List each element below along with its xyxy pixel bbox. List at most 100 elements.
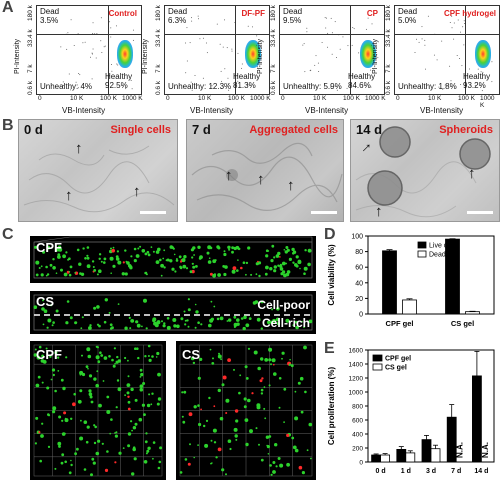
- live-cell-dot: [183, 310, 186, 313]
- live-cell-dot: [187, 325, 190, 328]
- x-tick-label: CPF gel: [386, 319, 414, 328]
- event-dot: [347, 45, 349, 47]
- condition-label: DF-PF: [241, 9, 265, 18]
- event-dot: [202, 37, 204, 39]
- event-dot: [94, 33, 96, 35]
- live-cell-dot: [92, 461, 96, 465]
- live-cell-dot: [95, 345, 98, 348]
- x-axis-title: VB-Intensity: [62, 106, 106, 115]
- live-cell-dot: [52, 373, 55, 377]
- live-cell-dot: [45, 347, 48, 350]
- event-dot: [342, 36, 344, 38]
- event-dot: [222, 46, 224, 48]
- live-cell-dot: [243, 405, 247, 409]
- event-dot: [352, 27, 354, 29]
- live-cell-dot: [307, 248, 312, 253]
- live-cell-dot: [64, 460, 67, 464]
- live-cell-dot: [147, 355, 150, 357]
- live-cell-dot: [267, 250, 270, 252]
- chart-cell-viability: 0 20 40 60 80 100 Cell viability (%) CPF gel CS …: [327, 234, 495, 328]
- y-tick-label: 0.6 k: [270, 80, 277, 95]
- y-tick-label: 7 k: [385, 64, 392, 73]
- condition-label: CP: [366, 9, 378, 18]
- healthy-cluster: [117, 40, 133, 68]
- live-cell-dot: [242, 261, 246, 264]
- live-cell-dot: [58, 445, 61, 448]
- live-cell-dot: [231, 269, 236, 274]
- live-cell-dot: [145, 432, 148, 435]
- live-cell-dot: [145, 327, 148, 330]
- event-dot: [370, 69, 372, 71]
- live-cell-dot: [147, 446, 151, 450]
- confocal-top-cs: CS: [176, 341, 316, 480]
- live-cell-dot: [79, 436, 84, 441]
- confocal-label: CPF: [36, 240, 62, 255]
- live-cell-dot: [52, 410, 56, 414]
- bar: [402, 299, 417, 315]
- live-cell-dot: [93, 441, 97, 445]
- event-dot: [449, 65, 451, 67]
- event-dot: [477, 68, 479, 70]
- live-cell-dot: [49, 263, 53, 267]
- live-cell-dot: [243, 315, 247, 320]
- y-tick-label: 100: [351, 234, 363, 241]
- event-dot: [197, 18, 199, 20]
- event-dot: [82, 42, 84, 44]
- live-cell-dot: [55, 272, 58, 274]
- event-dot: [441, 40, 443, 42]
- live-cell-dot: [80, 419, 82, 422]
- event-dot: [367, 17, 369, 19]
- event-dot: [453, 22, 455, 24]
- live-cell-dot: [138, 417, 143, 422]
- live-cell-dot: [200, 323, 203, 326]
- x-tick-label: 0: [281, 95, 285, 102]
- x-tick-label: 1 d: [401, 468, 411, 475]
- event-dot: [110, 36, 112, 38]
- micrograph-texture: [191, 142, 343, 211]
- live-cell-dot: [237, 259, 239, 261]
- live-cell-dot: [132, 426, 137, 430]
- live-cell-dot: [93, 424, 96, 427]
- live-cell-dot: [100, 354, 104, 357]
- live-cell-dot: [275, 465, 278, 468]
- condition-label: Control: [108, 9, 137, 18]
- live-cell-dot: [68, 471, 72, 475]
- live-cell-dot: [104, 298, 109, 302]
- live-cell-dot: [47, 414, 51, 417]
- live-cell-dot: [233, 427, 238, 432]
- live-cell-dot: [235, 419, 239, 423]
- live-cell-dot: [250, 273, 253, 276]
- y-tick-label: 600: [352, 418, 363, 425]
- live-cell-dot: [91, 260, 95, 263]
- healthy-label: Healthy 84.6%: [348, 72, 376, 90]
- scale-bar: [140, 211, 166, 214]
- live-cell-dot: [54, 351, 58, 355]
- live-cell-dot: [99, 351, 102, 354]
- up-arrow-icon: ↑: [375, 203, 383, 220]
- live-cell-dot: [244, 365, 248, 369]
- live-cell-dot: [171, 267, 175, 271]
- dead-label: Dead 9.5%: [283, 7, 303, 25]
- event-dot: [231, 50, 233, 52]
- bar: [430, 448, 441, 463]
- x-tick-label: 3 d: [426, 468, 436, 475]
- live-cell-dot: [60, 268, 63, 272]
- event-dot: [191, 17, 193, 19]
- live-cell-dot: [199, 357, 203, 361]
- live-cell-dot: [212, 428, 217, 433]
- live-cell-dot: [297, 260, 302, 265]
- event-dot: [371, 23, 373, 25]
- live-cell-dot: [124, 356, 127, 360]
- bar: [382, 250, 397, 315]
- live-cell-dot: [151, 392, 154, 395]
- live-cell-dot: [191, 256, 194, 259]
- healthy-label: Healthy 81.3%: [233, 72, 261, 90]
- event-dot: [110, 27, 112, 29]
- event-dot: [424, 44, 426, 46]
- event-dot: [110, 64, 112, 66]
- chart-cell-proliferation: 0 200 400 600 800 1000 1200 1400 1600 Cell prolif…: [327, 348, 495, 475]
- live-cell-dot: [249, 429, 253, 434]
- live-cell-dot: [124, 249, 127, 252]
- live-cell-dot: [35, 260, 40, 265]
- y-tick-label: 0.6 k: [27, 80, 34, 95]
